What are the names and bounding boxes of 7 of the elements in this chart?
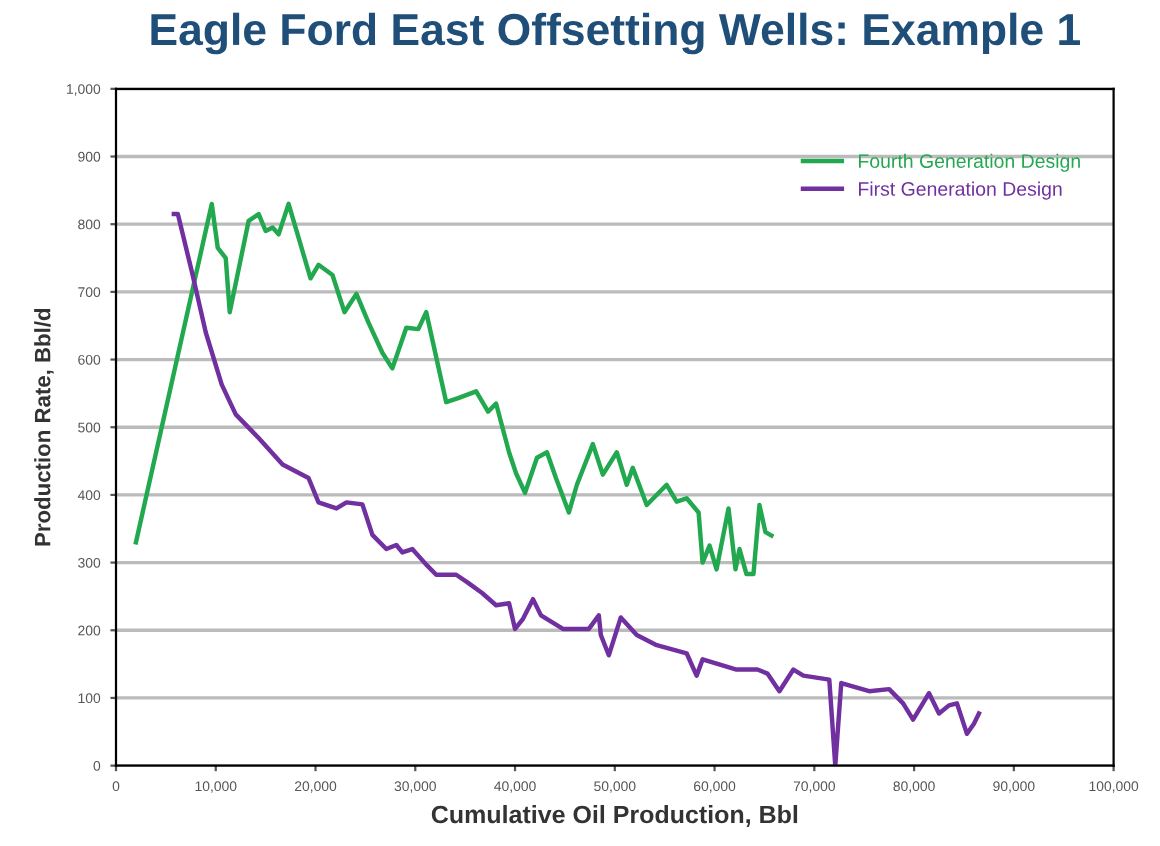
line-series: [171, 211, 982, 766]
legend-label: Fourth Generation Design: [859, 153, 1080, 172]
legend-label: First Generation Design: [859, 181, 1062, 200]
x-axis-title: Cumulative Oil Production, Bbl: [431, 804, 798, 827]
line-series: [133, 201, 774, 577]
chart-title: Eagle Ford East Offsetting Wells: Example 1: [151, 12, 1080, 55]
y-axis-title: Production Rate, Bbl/d: [34, 308, 54, 546]
